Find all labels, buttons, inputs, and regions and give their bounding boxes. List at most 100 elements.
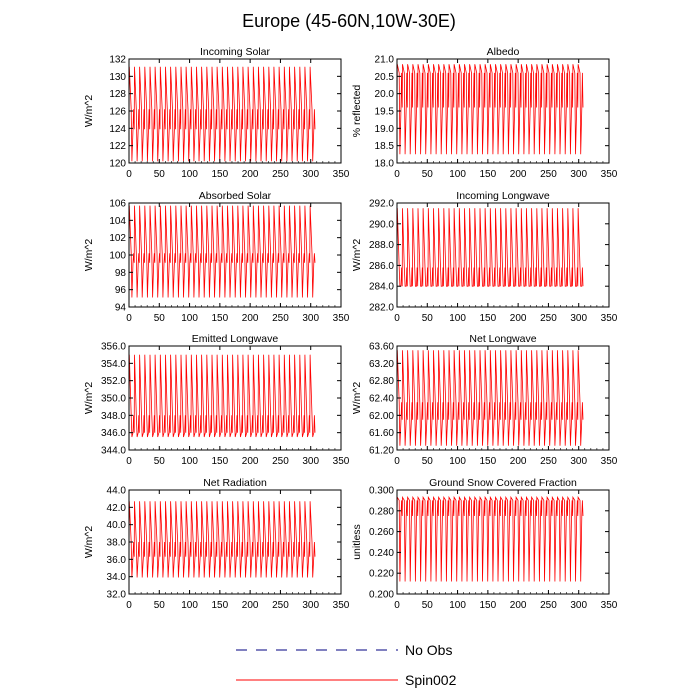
series-spin002-line-emitted-longwave [128, 354, 316, 438]
y-tick-label-net-longwave: 62.80 [369, 376, 394, 387]
x-tick-label-absorbed-solar: 50 [154, 313, 166, 324]
y-tick-label-incoming-solar: 132 [109, 55, 126, 66]
y-tick-label-emitted-longwave: 354.0 [101, 359, 126, 370]
panel-title-emitted-longwave: Emitted Longwave [192, 333, 279, 345]
x-tick-label-net-longwave: 150 [480, 456, 497, 467]
series-spin002-line-incoming-solar [128, 66, 316, 162]
x-tick-label-incoming-solar: 200 [242, 169, 259, 180]
y-axis-label-incoming-solar: W/m^2 [83, 95, 95, 128]
x-tick-label-net-longwave: 300 [570, 456, 587, 467]
y-tick-label-net-radiation: 42.0 [107, 503, 127, 514]
x-tick-label-net-radiation: 250 [272, 600, 289, 611]
figure-title: Europe (45-60N,10W-30E) [242, 11, 456, 31]
x-tick-label-absorbed-solar: 100 [181, 313, 198, 324]
x-tick-label-incoming-solar: 0 [126, 169, 132, 180]
series-spin002-line-net-longwave [396, 350, 584, 446]
panel-incoming-solar: 0 50 100 150 200 250 300 350 120 122 124 126 128 130 1… [83, 46, 350, 180]
x-tick-label-net-radiation: 150 [212, 600, 229, 611]
y-tick-label-net-radiation: 36.0 [107, 555, 127, 566]
x-tick-label-incoming-longwave: 150 [480, 313, 497, 324]
y-tick-label-incoming-longwave: 290.0 [369, 219, 394, 230]
panel-albedo: 0 50 100 150 200 250 300 350 18.0 18.5 19.0 19.5 20.… [351, 46, 618, 180]
y-axis-label-incoming-longwave: W/m^2 [351, 239, 363, 272]
panel-title-incoming-longwave: Incoming Longwave [456, 190, 550, 202]
x-tick-label-ground-snow-covered-fraction: 350 [601, 600, 618, 611]
y-axis-label-net-radiation: W/m^2 [83, 526, 95, 559]
panel-title-albedo: Albedo [487, 46, 520, 58]
x-tick-label-net-longwave: 100 [449, 456, 466, 467]
y-tick-label-incoming-longwave: 284.0 [369, 282, 394, 293]
y-tick-label-absorbed-solar: 94 [115, 303, 127, 314]
x-tick-label-emitted-longwave: 50 [154, 456, 166, 467]
y-tick-label-net-longwave: 61.60 [369, 428, 394, 439]
y-tick-label-emitted-longwave: 356.0 [101, 342, 126, 353]
y-tick-label-albedo: 21.0 [375, 55, 395, 66]
x-tick-label-emitted-longwave: 150 [212, 456, 229, 467]
y-axis-label-ground-snow-covered-fraction: unitless [351, 524, 363, 560]
y-tick-label-absorbed-solar: 100 [109, 251, 126, 262]
series-spin002-line-net-radiation [128, 501, 316, 578]
y-tick-label-net-radiation: 40.0 [107, 520, 127, 531]
x-tick-label-ground-snow-covered-fraction: 250 [540, 600, 557, 611]
x-tick-label-absorbed-solar: 250 [272, 313, 289, 324]
series-spin002-line-albedo [396, 64, 584, 155]
x-tick-label-albedo: 300 [570, 169, 587, 180]
y-tick-label-emitted-longwave: 348.0 [101, 411, 126, 422]
y-axis-label-absorbed-solar: W/m^2 [83, 239, 95, 272]
y-tick-label-emitted-longwave: 352.0 [101, 376, 126, 387]
panel-net-radiation: 0 50 100 150 200 250 300 350 32.0 34.0 36.0 38.0 40.… [83, 477, 350, 611]
y-tick-label-emitted-longwave: 350.0 [101, 394, 126, 405]
y-tick-label-albedo: 19.5 [375, 107, 395, 118]
x-tick-label-net-longwave: 200 [510, 456, 527, 467]
panel-net-longwave: 0 50 100 150 200 250 300 350 61.20 61.60 62.00 62.4… [351, 333, 618, 467]
legend-label-spin002: Spin002 [405, 672, 457, 688]
y-tick-label-net-longwave: 63.60 [369, 342, 394, 353]
y-axis-label-emitted-longwave: W/m^2 [83, 382, 95, 415]
panel-title-absorbed-solar: Absorbed Solar [199, 190, 272, 202]
x-tick-label-net-longwave: 250 [540, 456, 557, 467]
x-tick-label-incoming-solar: 150 [212, 169, 229, 180]
y-tick-label-absorbed-solar: 104 [109, 216, 126, 227]
y-tick-label-ground-snow-covered-fraction: 0.300 [369, 486, 394, 497]
y-tick-label-net-radiation: 44.0 [107, 486, 127, 497]
x-tick-label-absorbed-solar: 0 [126, 313, 132, 324]
x-tick-label-net-radiation: 50 [154, 600, 166, 611]
y-tick-label-absorbed-solar: 106 [109, 199, 126, 210]
x-tick-label-net-radiation: 300 [302, 600, 319, 611]
y-tick-label-incoming-longwave: 288.0 [369, 240, 394, 251]
y-axis-label-albedo: % reflected [351, 85, 363, 138]
panels: 0 50 100 150 200 250 300 350 120 122 124 126 128 130 1… [83, 46, 618, 611]
y-tick-label-net-radiation: 38.0 [107, 538, 127, 549]
plot-frame-incoming-longwave [396, 202, 610, 308]
y-tick-label-incoming-solar: 130 [109, 72, 126, 83]
panel-incoming-longwave: 0 50 100 150 200 250 300 350 282.0 284.0 286.0 288.… [351, 190, 618, 324]
x-tick-label-net-longwave: 350 [601, 456, 618, 467]
x-tick-label-ground-snow-covered-fraction: 300 [570, 600, 587, 611]
y-tick-label-absorbed-solar: 96 [115, 285, 127, 296]
x-tick-label-net-radiation: 0 [126, 600, 132, 611]
x-tick-label-net-longwave: 50 [422, 456, 434, 467]
x-tick-label-emitted-longwave: 250 [272, 456, 289, 467]
x-tick-label-incoming-longwave: 300 [570, 313, 587, 324]
y-tick-label-emitted-longwave: 346.0 [101, 428, 126, 439]
y-tick-label-albedo: 20.0 [375, 89, 395, 100]
y-tick-label-net-longwave: 62.40 [369, 394, 394, 405]
x-tick-label-albedo: 200 [510, 169, 527, 180]
y-tick-label-net-radiation: 34.0 [107, 572, 127, 583]
panel-title-ground-snow-covered-fraction: Ground Snow Covered Fraction [429, 477, 577, 489]
x-tick-label-emitted-longwave: 200 [242, 456, 259, 467]
x-tick-label-net-radiation: 100 [181, 600, 198, 611]
y-tick-label-ground-snow-covered-fraction: 0.200 [369, 590, 394, 601]
y-axis-label-net-longwave: W/m^2 [351, 382, 363, 415]
x-tick-label-emitted-longwave: 0 [126, 456, 132, 467]
x-tick-label-incoming-longwave: 100 [449, 313, 466, 324]
panel-title-net-longwave: Net Longwave [469, 333, 536, 345]
y-tick-label-incoming-solar: 128 [109, 89, 126, 100]
series-spin002-line-incoming-longwave [396, 208, 584, 287]
panel-title-net-radiation: Net Radiation [203, 477, 267, 489]
panel-emitted-longwave: 0 50 100 150 200 250 300 350 344.0 346.0 348.0 350.… [83, 333, 350, 467]
y-tick-label-incoming-solar: 122 [109, 141, 126, 152]
y-tick-label-ground-snow-covered-fraction: 0.260 [369, 527, 394, 538]
y-tick-label-ground-snow-covered-fraction: 0.220 [369, 569, 394, 580]
